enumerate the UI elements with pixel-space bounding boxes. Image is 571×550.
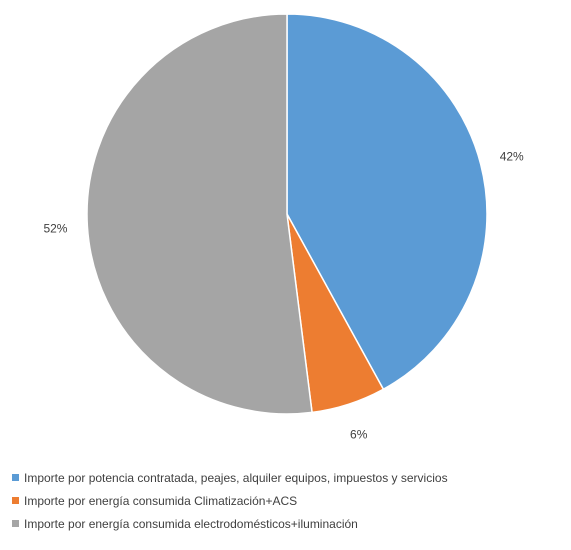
- data-label-potencia: 42%: [500, 149, 524, 163]
- legend-label-electrodomesticos: Importe por energía consumida electrodom…: [24, 516, 358, 531]
- legend: Importe por potencia contratada, peajes,…: [12, 466, 567, 535]
- pie-chart: 42% 6% 52%: [43, 13, 524, 442]
- legend-label-climatizacion: Importe por energía consumida Climatizac…: [24, 493, 298, 508]
- legend-label-potencia: Importe por potencia contratada, peajes,…: [24, 470, 448, 485]
- legend-item-climatizacion: Importe por energía consumida Climatizac…: [12, 489, 567, 512]
- data-label-climatizacion: 6%: [350, 428, 368, 442]
- slice-potencia: [286, 13, 488, 391]
- legend-swatch-potencia: [12, 474, 19, 481]
- legend-item-potencia: Importe por potencia contratada, peajes,…: [12, 466, 567, 489]
- legend-item-electrodomesticos: Importe por energía consumida electrodom…: [12, 512, 567, 535]
- legend-swatch-climatizacion: [12, 497, 19, 504]
- legend-swatch-electrodomesticos: [12, 520, 19, 527]
- data-label-electrodomesticos: 52%: [43, 222, 67, 236]
- slice-electrodomesticos: [86, 13, 313, 415]
